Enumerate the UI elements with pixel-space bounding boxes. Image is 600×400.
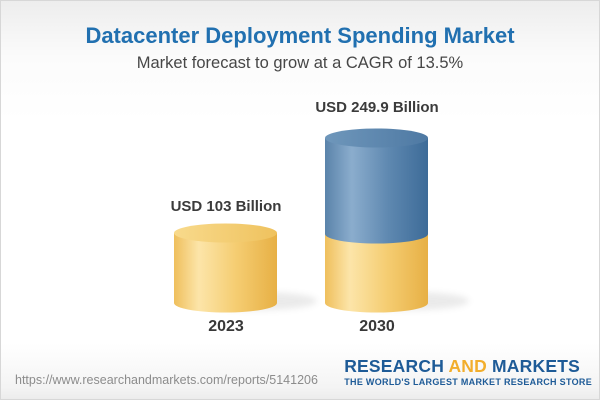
bar-2030-segment-base (325, 234, 428, 313)
value-label-2030: USD 249.9 Billion (315, 99, 439, 116)
logo-word-and: AND (448, 356, 487, 376)
category-label-2023: 2023 (208, 318, 244, 335)
bar-2030 (325, 128, 428, 313)
logo-word-research: RESEARCH (344, 356, 445, 376)
bar-2023 (174, 223, 277, 313)
value-label-2023: USD 103 Billion (170, 198, 282, 215)
research-and-markets-logo: RESEARCH AND MARKETS THE WORLD'S LARGEST… (344, 356, 592, 388)
logo-wordmark: RESEARCH AND MARKETS (344, 356, 592, 376)
logo-word-markets: MARKETS (492, 356, 580, 376)
source-url: https://www.researchandmarkets.com/repor… (15, 373, 318, 387)
chart-subtitle: Market forecast to grow at a CAGR of 13.… (136, 54, 464, 72)
chart-title: Datacenter Deployment Spending Market (85, 23, 515, 48)
category-label-2030: 2030 (359, 318, 395, 335)
logo-tagline: THE WORLD'S LARGEST MARKET RESEARCH STOR… (344, 377, 592, 388)
bar-2030-segment-growth (325, 138, 428, 244)
